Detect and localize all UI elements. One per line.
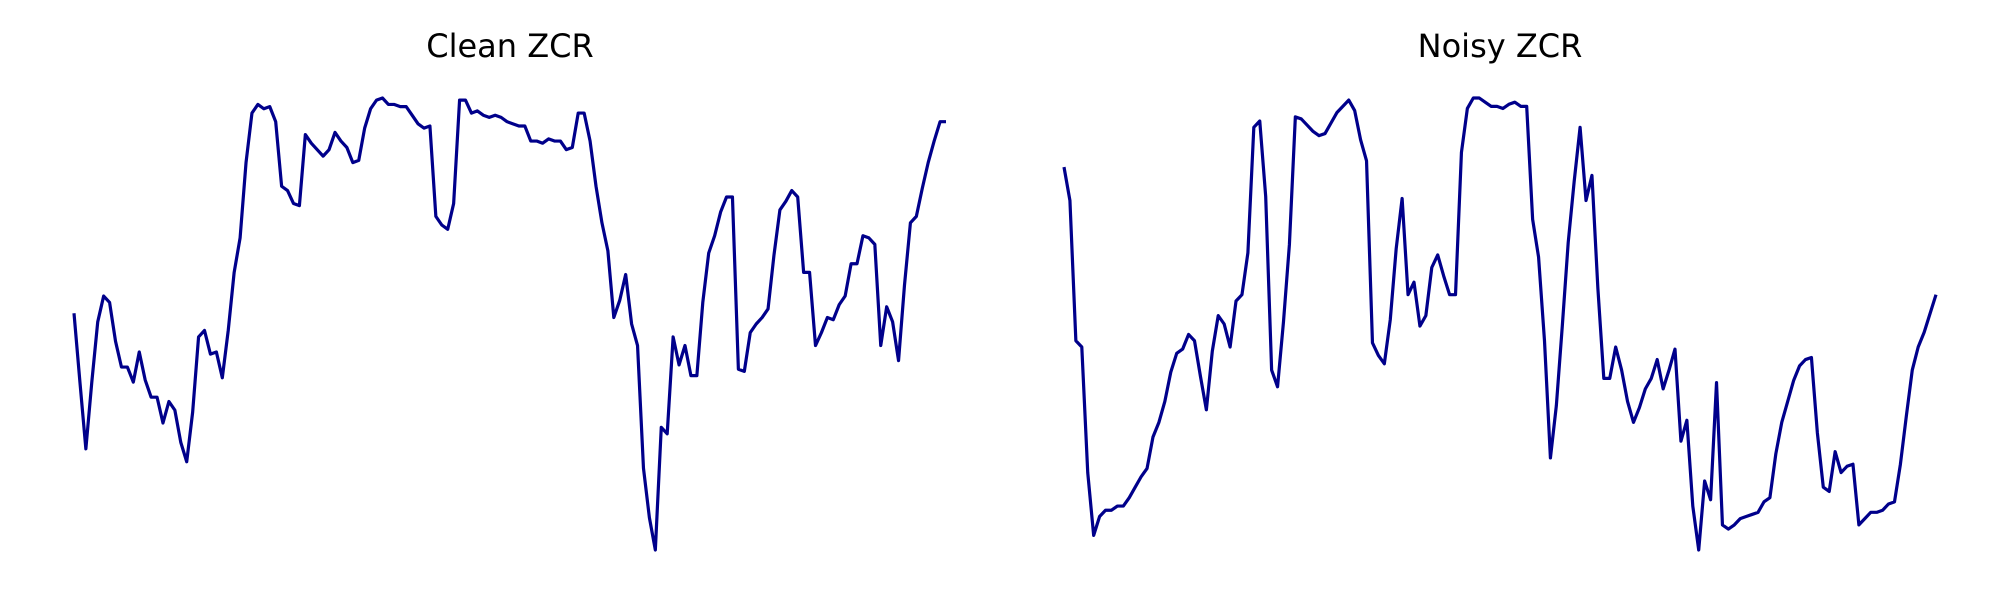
noisy-zcr-series-line — [1062, 96, 1938, 552]
clean-zcr-series-line — [72, 96, 946, 552]
noisy-zcr-panel: Noisy ZCR — [1062, 27, 1938, 552]
noisy-zcr-title: Noisy ZCR — [1418, 27, 1583, 65]
clean-zcr-title: Clean ZCR — [426, 27, 593, 65]
clean-zcr-panel: Clean ZCR — [72, 27, 946, 552]
